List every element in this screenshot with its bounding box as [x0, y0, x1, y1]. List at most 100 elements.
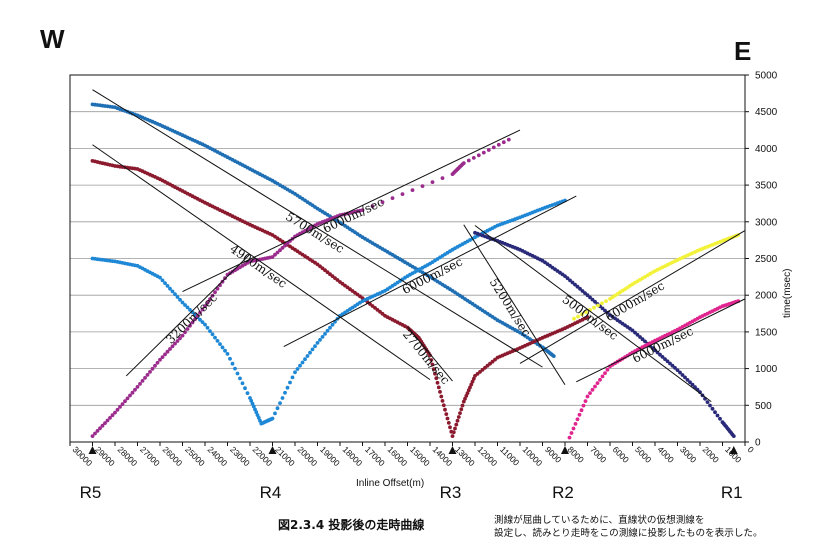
fit-line	[519, 230, 746, 364]
x-axis-ticks: 3000029000280002700026000250002400023000…	[69, 442, 756, 468]
data-point	[123, 399, 127, 404]
data-point	[188, 308, 192, 312]
data-point	[551, 354, 556, 358]
data-point	[658, 352, 662, 357]
x-tick-label: 11000	[498, 444, 522, 468]
velocity-label: 5200m/sec	[487, 276, 534, 339]
data-point	[490, 359, 495, 364]
data-point	[200, 320, 205, 324]
data-point	[323, 332, 327, 336]
y-tick-label: 500	[755, 401, 772, 412]
data-point	[660, 355, 665, 359]
data-point	[198, 310, 202, 315]
data-point	[483, 365, 487, 370]
data-point	[678, 370, 682, 375]
data-point	[270, 255, 275, 259]
x-tick-label: 30000	[71, 444, 95, 468]
data-point	[238, 376, 242, 381]
data-point	[173, 292, 177, 297]
x-tick-label: 3000	[678, 444, 699, 465]
data-point	[203, 304, 207, 309]
data-point	[293, 370, 297, 375]
data-point	[113, 410, 117, 415]
data-point	[223, 348, 227, 353]
data-point	[506, 137, 511, 142]
data-point	[600, 301, 604, 306]
data-point	[653, 348, 657, 353]
data-point	[175, 339, 180, 343]
data-point	[596, 303, 600, 308]
data-point	[170, 344, 175, 349]
data-point	[570, 280, 575, 285]
data-point	[213, 290, 217, 295]
data-point	[318, 338, 322, 342]
data-point	[435, 380, 440, 385]
data-point	[569, 431, 574, 435]
data-point	[476, 153, 481, 158]
data-point	[390, 196, 395, 201]
data-point	[445, 416, 450, 421]
data-point	[420, 184, 425, 189]
fit-line	[463, 224, 566, 386]
data-point	[454, 422, 459, 427]
data-point	[308, 350, 312, 355]
x-tick-label: 7000	[588, 444, 609, 465]
data-point	[603, 371, 607, 375]
data-point	[478, 370, 482, 374]
data-point	[120, 402, 125, 406]
data-point	[180, 300, 185, 305]
data-point	[300, 360, 305, 365]
data-point	[600, 306, 605, 311]
series-1	[90, 159, 590, 438]
data-point	[283, 390, 287, 395]
data-point	[593, 384, 597, 389]
data-point	[670, 363, 675, 368]
fit-line	[283, 195, 577, 348]
data-point	[210, 332, 215, 337]
data-point	[215, 339, 220, 343]
data-point	[110, 413, 115, 418]
data-point	[190, 320, 195, 325]
series-3	[473, 230, 736, 438]
x-tick-label: 9000	[543, 444, 564, 465]
data-point	[225, 352, 230, 356]
x-tick-label: 27000	[138, 444, 162, 468]
receiver-label: R2	[552, 483, 574, 502]
data-point	[93, 431, 97, 436]
fit-line	[407, 326, 453, 382]
data-point	[718, 416, 722, 421]
data-point	[158, 275, 162, 280]
fit-line	[92, 89, 543, 368]
data-point	[285, 241, 290, 246]
x-tick-label: 24000	[206, 444, 230, 468]
data-point	[451, 430, 456, 435]
fit-line	[182, 129, 521, 292]
data-point	[430, 180, 435, 185]
data-point	[450, 434, 455, 438]
velocity-label: 6000m/sec	[630, 324, 696, 366]
x-tick-label: 10000	[521, 444, 545, 468]
data-point	[640, 337, 645, 342]
receiver-marker	[448, 446, 457, 454]
data-point	[290, 375, 295, 380]
y-tick-label: 3500	[755, 181, 778, 192]
velocity-label: 6000m/sec	[603, 278, 667, 324]
data-point	[98, 426, 102, 431]
data-point	[328, 325, 332, 330]
data-point	[410, 188, 415, 193]
data-point	[600, 374, 605, 379]
data-point	[140, 379, 145, 383]
y-tick-label: 0	[755, 438, 761, 449]
data-point	[592, 305, 596, 310]
receiver-label: R5	[80, 483, 102, 502]
data-point	[278, 248, 282, 253]
data-point	[665, 359, 670, 364]
data-point	[635, 332, 640, 337]
x-tick-label: 16000	[386, 444, 410, 468]
x-tick-label: 22000	[251, 444, 275, 468]
data-point	[90, 434, 95, 438]
direction-east: E	[734, 36, 751, 66]
data-point	[330, 322, 335, 327]
data-point	[633, 330, 637, 335]
data-point	[249, 398, 254, 403]
